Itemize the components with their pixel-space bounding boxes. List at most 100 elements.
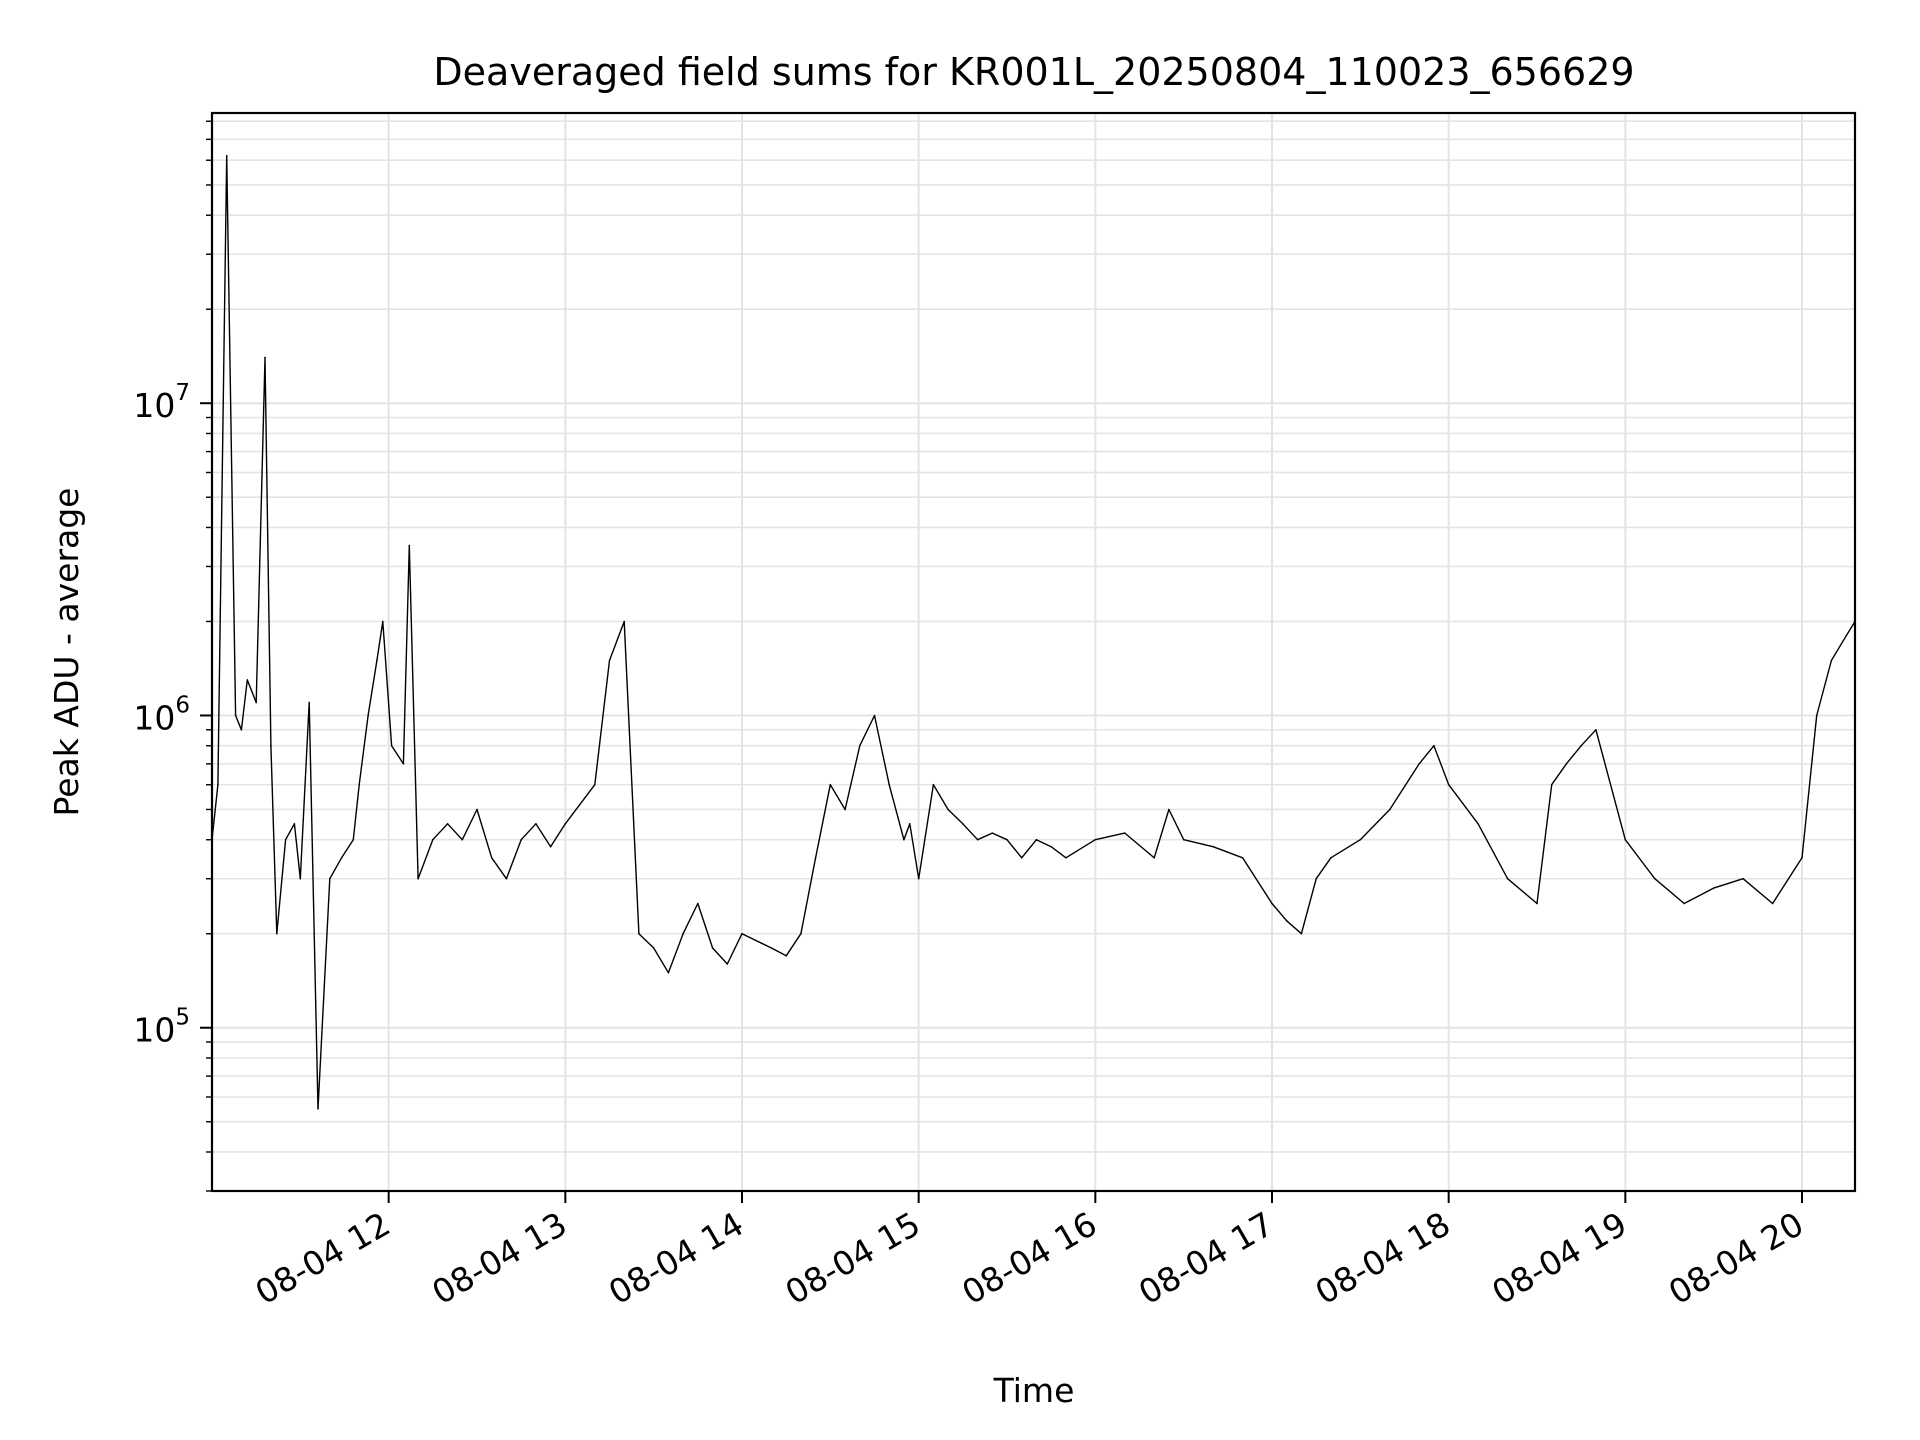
data-point (284, 838, 287, 841)
data-point (1550, 783, 1553, 786)
data-point (1771, 902, 1774, 905)
data-point (962, 823, 964, 825)
data-point (917, 877, 920, 880)
data-point (234, 714, 237, 717)
data-point (947, 808, 949, 811)
series-line (211, 155, 1856, 1110)
data-point (1285, 920, 1288, 922)
data-point (535, 823, 537, 825)
data-point (476, 808, 478, 811)
data-point (564, 823, 567, 825)
series-layer (211, 155, 1856, 1110)
data-point (976, 838, 979, 841)
data-point (446, 823, 449, 825)
data-point (358, 783, 361, 786)
data-point (814, 857, 817, 859)
data-point (652, 947, 655, 949)
data-point (308, 701, 311, 704)
data-point (1315, 877, 1317, 880)
data-point (1212, 845, 1214, 848)
data-point (711, 947, 714, 949)
data-point (367, 714, 369, 717)
data-point (402, 763, 405, 765)
data-point (246, 679, 249, 681)
plot-frame (210, 111, 1857, 1193)
data-point (1300, 932, 1303, 935)
y-tick-label: 107 (133, 380, 190, 425)
y-tick-label-base: 10 (133, 698, 175, 737)
data-point (329, 877, 331, 880)
data-point (293, 823, 296, 825)
data-point (1330, 857, 1332, 859)
data-point (264, 356, 266, 359)
data-point (1845, 635, 1847, 637)
y-tick-label-exponent: 6 (175, 692, 190, 718)
data-point (1815, 714, 1818, 717)
data-point (594, 783, 596, 786)
y-tick-label-exponent: 5 (175, 1005, 190, 1031)
data-point (225, 155, 228, 157)
data-point (873, 714, 876, 717)
data-point (726, 963, 729, 965)
chart-title: Deaveraged field sums for KR001L_2025080… (433, 50, 1634, 94)
data-point (408, 544, 411, 547)
data-point (623, 620, 625, 623)
data-point (859, 744, 861, 747)
data-point (909, 823, 911, 825)
data-point (1050, 845, 1052, 848)
data-point (520, 838, 522, 841)
data-point (991, 832, 994, 834)
data-point (1433, 744, 1435, 747)
data-point (682, 932, 684, 935)
y-tick-label: 105 (133, 1005, 190, 1050)
x-axis-label: Time (993, 1371, 1075, 1410)
data-point (382, 620, 384, 623)
data-point (1712, 887, 1715, 889)
data-point (390, 744, 393, 747)
y-tick-label: 106 (133, 692, 190, 737)
data-point (1153, 857, 1155, 859)
data-point (800, 932, 802, 935)
y-tick-label-exponent: 7 (175, 380, 190, 406)
data-point (240, 729, 243, 731)
data-point (432, 838, 434, 841)
data-point (270, 744, 272, 747)
data-point (1624, 838, 1627, 841)
data-point (1168, 808, 1170, 811)
data-point (1565, 763, 1568, 765)
data-point (1094, 838, 1097, 841)
y-tick-label-base: 10 (133, 386, 175, 425)
data-point (317, 1108, 319, 1110)
data-point (255, 701, 257, 704)
data-point (1418, 763, 1420, 765)
data-point (829, 783, 832, 786)
data-point (1506, 877, 1509, 880)
data-point (376, 659, 378, 662)
data-point (1271, 902, 1273, 905)
data-point (741, 932, 743, 935)
data-point (1182, 838, 1185, 841)
data-point (1654, 877, 1656, 880)
data-point (844, 808, 846, 811)
data-point (549, 845, 552, 848)
data-point (667, 971, 670, 974)
data-point (1389, 808, 1391, 811)
data-point (888, 783, 890, 786)
data-point (217, 783, 219, 786)
data-point (608, 659, 611, 662)
data-point (1580, 744, 1582, 747)
data-point (352, 838, 355, 841)
data-point (1447, 783, 1450, 786)
data-point (505, 877, 508, 880)
data-point (1124, 832, 1126, 834)
grid (212, 113, 1855, 1192)
data-point (461, 838, 464, 841)
data-point (1035, 838, 1038, 841)
data-point (697, 902, 699, 905)
data-point (1830, 659, 1833, 662)
data-point (1065, 857, 1067, 859)
data-point (299, 877, 302, 880)
data-point (638, 932, 640, 935)
